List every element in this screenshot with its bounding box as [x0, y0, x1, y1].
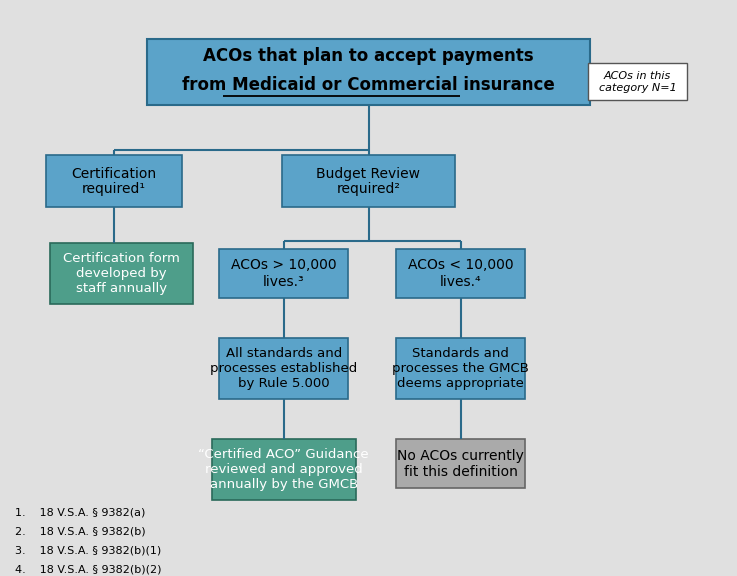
Text: fit this definition: fit this definition: [404, 465, 517, 479]
Text: 2.    18 V.S.A. § 9382(b): 2. 18 V.S.A. § 9382(b): [15, 526, 145, 536]
FancyBboxPatch shape: [220, 249, 348, 298]
Text: processes the GMCB: processes the GMCB: [392, 362, 529, 375]
FancyBboxPatch shape: [147, 39, 590, 105]
Text: “Certified ACO” Guidance: “Certified ACO” Guidance: [198, 448, 369, 461]
FancyBboxPatch shape: [212, 439, 355, 499]
FancyBboxPatch shape: [397, 249, 525, 298]
Text: 1.    18 V.S.A. § 9382(a): 1. 18 V.S.A. § 9382(a): [15, 507, 145, 517]
Text: Budget Review: Budget Review: [316, 167, 421, 181]
Text: ACOs < 10,000: ACOs < 10,000: [408, 259, 514, 272]
Text: 4.    18 V.S.A. § 9382(b)(2): 4. 18 V.S.A. § 9382(b)(2): [15, 564, 161, 574]
Text: Certification: Certification: [71, 167, 157, 181]
Text: annually by the GMCB: annually by the GMCB: [209, 478, 358, 491]
Text: lives.⁴: lives.⁴: [440, 275, 481, 289]
Text: lives.³: lives.³: [263, 275, 304, 289]
FancyBboxPatch shape: [587, 63, 687, 100]
FancyBboxPatch shape: [282, 156, 455, 207]
FancyBboxPatch shape: [220, 338, 348, 399]
Text: by Rule 5.000: by Rule 5.000: [238, 377, 329, 390]
Text: All standards and: All standards and: [226, 347, 342, 360]
Text: required²: required²: [337, 182, 400, 196]
Text: No ACOs currently: No ACOs currently: [397, 449, 524, 463]
Text: ACOs that plan to accept payments: ACOs that plan to accept payments: [203, 47, 534, 65]
Text: 3.    18 V.S.A. § 9382(b)(1): 3. 18 V.S.A. § 9382(b)(1): [15, 545, 161, 555]
Text: reviewed and approved: reviewed and approved: [205, 463, 363, 476]
Text: staff annually: staff annually: [76, 282, 167, 295]
Text: deems appropriate: deems appropriate: [397, 377, 524, 390]
Text: ACOs > 10,000: ACOs > 10,000: [231, 259, 337, 272]
Text: ACOs in this: ACOs in this: [604, 71, 671, 81]
Text: required¹: required¹: [83, 182, 146, 196]
Text: developed by: developed by: [77, 267, 167, 280]
FancyBboxPatch shape: [397, 439, 525, 488]
FancyBboxPatch shape: [46, 156, 182, 207]
Text: processes established: processes established: [210, 362, 357, 375]
Text: Standards and: Standards and: [412, 347, 509, 360]
Text: Certification form: Certification form: [63, 252, 180, 265]
Text: from Medicaid or Commercial insurance: from Medicaid or Commercial insurance: [182, 75, 555, 94]
Text: category N=1: category N=1: [598, 82, 677, 93]
FancyBboxPatch shape: [397, 338, 525, 399]
FancyBboxPatch shape: [50, 243, 193, 304]
